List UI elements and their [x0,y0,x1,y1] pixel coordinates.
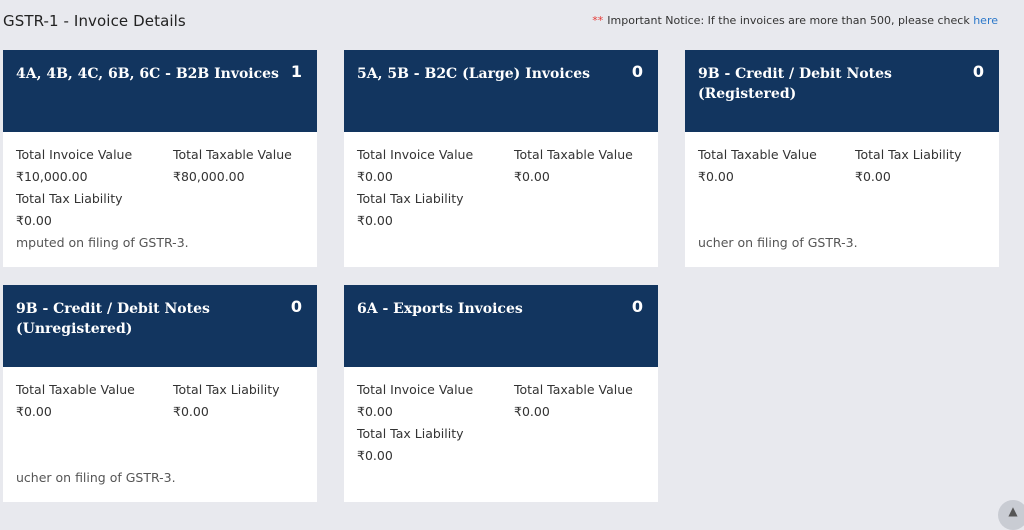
card-title: 9B - Credit / Debit Notes (Unregistered) [16,301,210,337]
card-title: 6A - Exports Invoices [357,301,523,317]
field-value: ₹0.00 [357,213,393,228]
field-value: ₹0.00 [357,404,393,419]
card-body: Total Taxable Value Total Tax Liability … [3,367,317,502]
field-value: ₹0.00 [514,169,550,184]
field-label: Total Taxable Value [514,147,633,162]
card-title: 5A, 5B - B2C (Large) Invoices [357,66,591,82]
card-title: 9B - Credit / Debit Notes (Registered) [698,66,892,102]
card-cdn-registered[interactable]: 9B - Credit / Debit Notes (Registered) 0… [685,50,999,267]
card-count: 0 [631,62,643,81]
field-label: Total Tax Liability [855,147,962,162]
field-label: Total Taxable Value [173,147,292,162]
card-count: 0 [290,297,302,316]
field-label: Total Taxable Value [514,382,633,397]
card-header[interactable]: 9B - Credit / Debit Notes (Registered) 0 [685,50,999,132]
card-header[interactable]: 9B - Credit / Debit Notes (Unregistered)… [3,285,317,367]
field-label: Total Tax Liability [16,191,123,206]
card-b2b-invoices[interactable]: 4A, 4B, 4C, 6B, 6C - B2B Invoices 1 Tota… [3,50,317,267]
card-cdn-unregistered[interactable]: 9B - Credit / Debit Notes (Unregistered)… [3,285,317,502]
field-label: Total Invoice Value [16,147,133,162]
card-header[interactable]: 5A, 5B - B2C (Large) Invoices 0 [344,50,658,132]
field-value: ₹10,000.00 [16,169,88,184]
card-footnote: ucher on filing of GSTR-3. [16,470,176,485]
card-footnote: mputed on filing of GSTR-3. [16,235,189,250]
field-value: ₹0.00 [855,169,891,184]
card-count: 0 [972,62,984,81]
notice-here-link[interactable]: here [973,14,998,27]
card-body: Total Invoice Value Total Taxable Value … [344,367,658,502]
card-body: Total Invoice Value Total Taxable Value … [3,132,317,267]
field-value: ₹0.00 [698,169,734,184]
card-header[interactable]: 6A - Exports Invoices 0 [344,285,658,367]
field-value: ₹0.00 [16,213,52,228]
field-value: ₹0.00 [357,169,393,184]
field-label: Total Tax Liability [173,382,280,397]
card-count: 1 [290,62,302,81]
card-header[interactable]: 4A, 4B, 4C, 6B, 6C - B2B Invoices 1 [3,50,317,132]
card-body: Total Taxable Value Total Tax Liability … [685,132,999,267]
card-title: 4A, 4B, 4C, 6B, 6C - B2B Invoices [16,66,279,82]
field-value: ₹0.00 [173,404,209,419]
field-label: Total Tax Liability [357,426,464,441]
field-value: ₹0.00 [16,404,52,419]
notice-text: Important Notice: If the invoices are mo… [607,14,970,27]
card-footnote: ucher on filing of GSTR-3. [698,235,858,250]
field-value: ₹0.00 [357,448,393,463]
card-b2c-large-invoices[interactable]: 5A, 5B - B2C (Large) Invoices 0 Total In… [344,50,658,267]
page-title: GSTR-1 - Invoice Details [3,12,186,30]
field-label: Total Tax Liability [357,191,464,206]
field-value: ₹80,000.00 [173,169,245,184]
field-label: Total Invoice Value [357,147,474,162]
field-label: Total Taxable Value [16,382,135,397]
chevron-up-icon[interactable]: ▲ [998,500,1024,530]
field-value: ₹0.00 [514,404,550,419]
field-label: Total Taxable Value [698,147,817,162]
card-count: 0 [631,297,643,316]
important-notice: ** Important Notice: If the invoices are … [592,14,998,27]
card-body: Total Invoice Value Total Taxable Value … [344,132,658,267]
field-label: Total Invoice Value [357,382,474,397]
card-exports-invoices[interactable]: 6A - Exports Invoices 0 Total Invoice Va… [344,285,658,502]
notice-asterisks: ** [592,14,604,27]
